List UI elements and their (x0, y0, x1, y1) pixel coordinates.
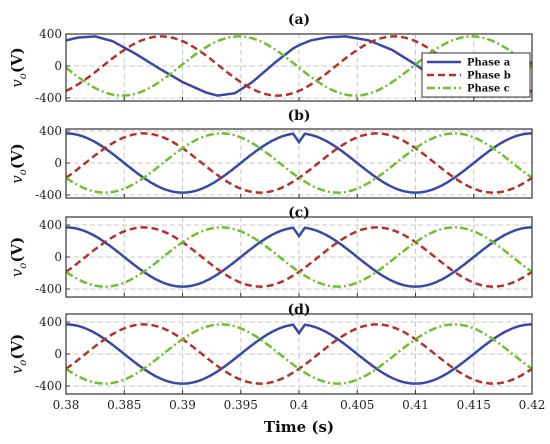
panel-c: 400 0 -400 (c) vo(V) (8, 205, 533, 298)
series-phase-b (66, 226, 532, 288)
x-tick-label: 0.41 (402, 398, 429, 412)
legend-label-phase-b: Phase b (467, 71, 511, 82)
x-tick-label: 0.42 (519, 398, 546, 412)
x-tick-label: 0.4 (289, 398, 308, 412)
panel-title: (a) (288, 12, 310, 28)
series-phase-c (66, 132, 532, 194)
x-tick-label: 0.38 (53, 398, 80, 412)
x-tick-label: 0.39 (169, 398, 196, 412)
y-tick-label: -400 (35, 188, 62, 202)
series-phase-c (66, 226, 532, 288)
y-tick-label: -400 (35, 282, 62, 296)
y-tick-label: 400 (39, 27, 62, 41)
series-phase-b (66, 132, 532, 194)
y-tick-label: -400 (35, 379, 62, 393)
legend-label-phase-c: Phase c (467, 84, 510, 95)
panel-title: (c) (288, 205, 310, 221)
series-phase-b (66, 35, 532, 97)
legend-box (421, 52, 531, 98)
y-axis-label: vo(V) (8, 237, 29, 277)
y-tick-label: 0 (54, 59, 62, 73)
x-tick-label: 0.415 (457, 398, 491, 412)
legend-label-phase-a: Phase a (467, 58, 511, 69)
x-tick-label: 0.405 (340, 398, 374, 412)
y-tick-label: 0 (54, 156, 62, 170)
y-tick-label: 0 (54, 347, 62, 361)
series-phase-c (66, 35, 532, 97)
y-axis-label: vo(V) (8, 143, 29, 183)
y-tick-label: -400 (35, 91, 62, 105)
y-tick-label: 0 (54, 250, 62, 264)
x-tick-label: 0.395 (224, 398, 258, 412)
panel-title: (b) (287, 108, 310, 124)
y-tick-label: 400 (39, 218, 62, 232)
y-axis-label: vo(V) (8, 334, 29, 374)
series-phase-c (66, 323, 532, 385)
legend: Phase a Phase b Phase c (421, 52, 531, 98)
x-axis-label: Time (s) (264, 418, 334, 436)
panel-b: 400 0 -400 (b) vo(V) (8, 108, 533, 202)
panel-d: 400 0 -400 0.38 0.385 0.39 0.395 0.4 0.405 0.41 0.… (8, 302, 545, 412)
y-tick-label: 400 (39, 124, 62, 138)
panel-title: (d) (287, 302, 310, 318)
series-phase-b (66, 323, 532, 385)
x-tick-label: 0.385 (107, 398, 141, 412)
y-tick-label: 400 (39, 315, 62, 329)
y-axis-label: vo(V) (8, 47, 29, 87)
